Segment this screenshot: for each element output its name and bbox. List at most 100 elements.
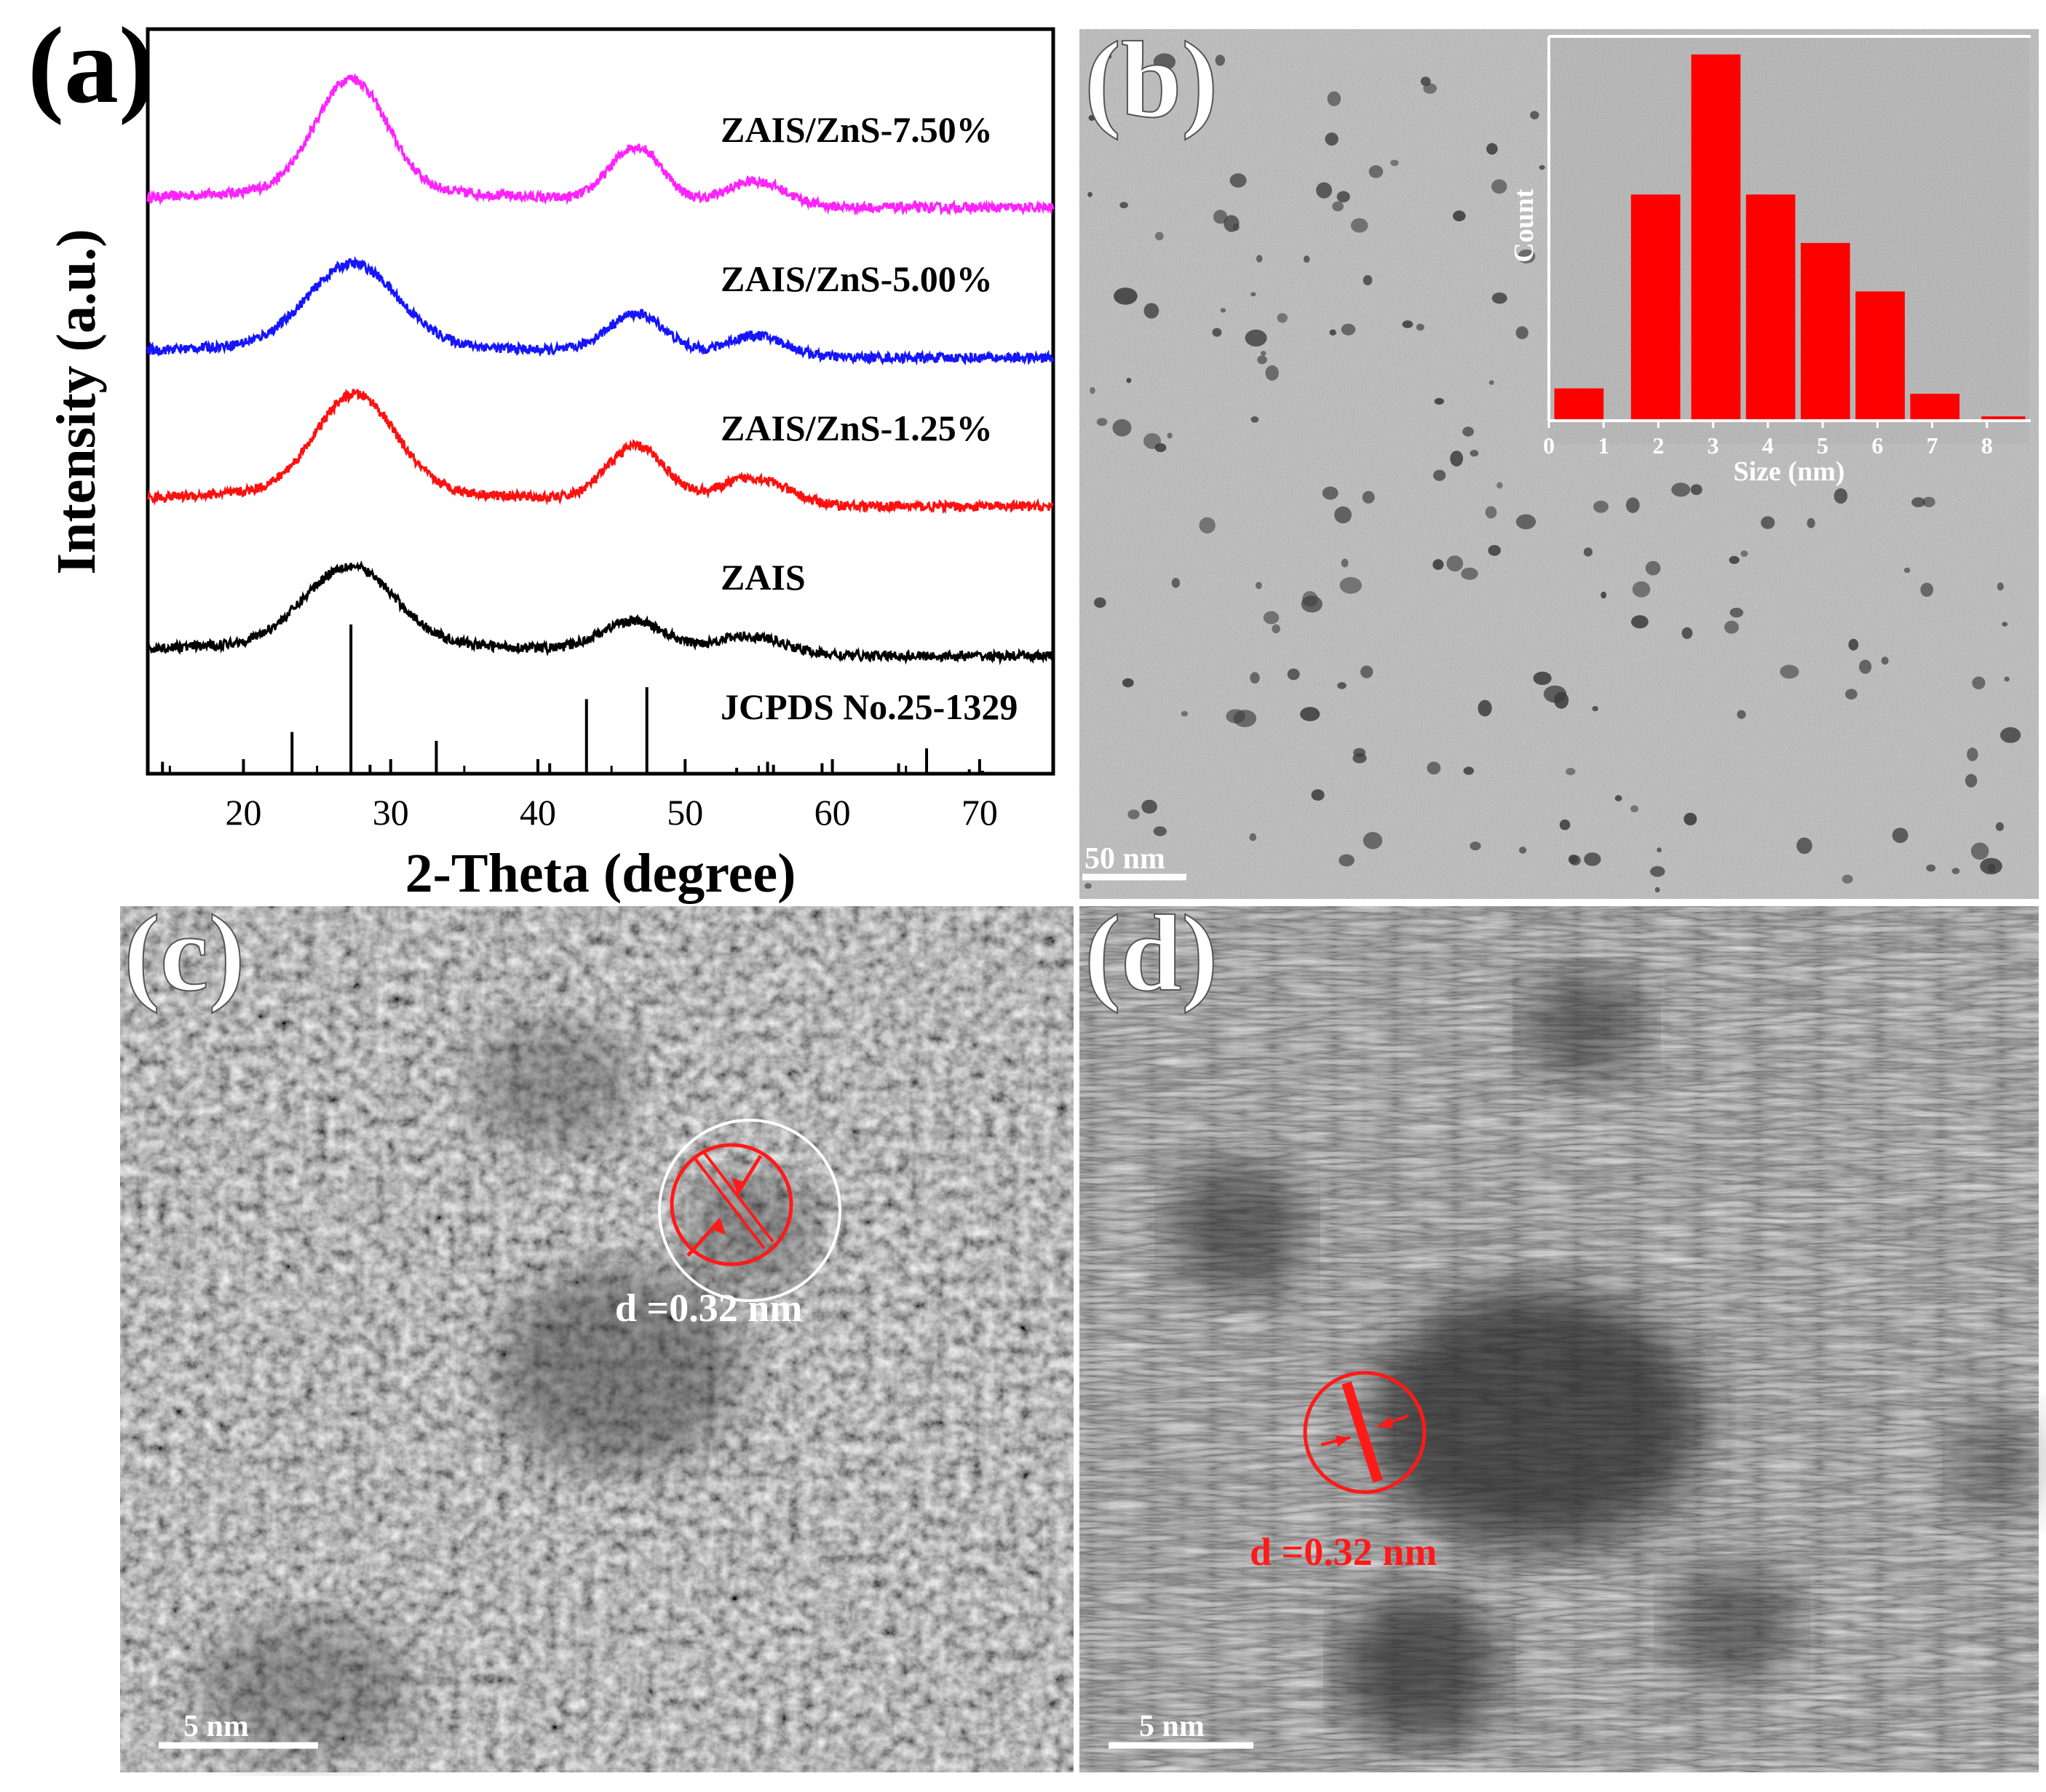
highlight-circle-white bbox=[658, 1119, 841, 1302]
tem-nanoparticle bbox=[1533, 671, 1552, 686]
tem-nanoparticle bbox=[1301, 595, 1323, 613]
tem-nanoparticle bbox=[1488, 544, 1501, 556]
histogram-bar bbox=[1981, 416, 2026, 421]
xrd-x-tick-label: 40 bbox=[520, 792, 556, 833]
tem-nanoparticle bbox=[1095, 112, 1103, 119]
hrtem-d-particle bbox=[1368, 1288, 1703, 1550]
tem-nanoparticle bbox=[1272, 624, 1280, 634]
tem-nanoparticle bbox=[1951, 868, 1960, 874]
tem-nanoparticle bbox=[1287, 668, 1300, 681]
tem-nanoparticle bbox=[1650, 865, 1665, 877]
hrtem-c-scalebar-label: 5 nm bbox=[183, 1710, 249, 1743]
tem-nanoparticle bbox=[1995, 822, 2005, 831]
tem-nanoparticles bbox=[1085, 53, 2021, 893]
histogram-x-tick-label: 3 bbox=[1708, 432, 1719, 459]
tem-nanoparticle bbox=[1250, 672, 1260, 684]
tem-nanoparticle bbox=[1085, 883, 1092, 889]
tem-nanoparticle bbox=[1434, 397, 1444, 405]
tem-nanoparticle bbox=[2002, 622, 2008, 627]
tem-nanoparticle bbox=[1088, 115, 1095, 121]
tem-nanoparticle bbox=[1566, 768, 1576, 775]
xrd-series-group bbox=[146, 72, 1055, 666]
tem-nanoparticle bbox=[1311, 789, 1325, 801]
tem-nanoparticle bbox=[1657, 847, 1662, 853]
tem-nanoparticle bbox=[1098, 103, 1104, 109]
tem-nanoparticle bbox=[1153, 826, 1167, 836]
tem-nanoparticle bbox=[1583, 547, 1593, 557]
tem-nanoparticle bbox=[1087, 191, 1093, 197]
tem-nanoparticle bbox=[1341, 323, 1356, 336]
tem-nanoparticle bbox=[1761, 516, 1775, 529]
xrd-series-labels: ZAIS/ZnS-7.50% ZAIS/ZnS-5.00% ZAIS/ZnS-1.2… bbox=[721, 109, 1018, 727]
tem-nanoparticle bbox=[1614, 795, 1622, 801]
tem-nanoparticle bbox=[1107, 54, 1112, 59]
tem-nanoparticle bbox=[1337, 682, 1347, 689]
xrd-series-line bbox=[146, 72, 1055, 216]
tem-nanoparticle bbox=[1654, 887, 1660, 893]
tem-nanoparticle bbox=[1965, 774, 1978, 788]
tem-nanoparticle bbox=[1926, 864, 1936, 872]
lattice-circle-red bbox=[670, 1143, 793, 1266]
histogram-bar bbox=[1691, 54, 1741, 421]
tem-nanoparticle bbox=[1141, 799, 1157, 814]
histogram-bar bbox=[1630, 194, 1681, 421]
tem-nanoparticle bbox=[2004, 676, 2010, 682]
tem-nanoparticle bbox=[1569, 855, 1581, 866]
tem-nanoparticle bbox=[1256, 582, 1262, 590]
hrtem-c-d-spacing: d =0.32 nm bbox=[615, 1286, 802, 1330]
tem-nanoparticle bbox=[1463, 766, 1475, 775]
tem-nanoparticle bbox=[1416, 323, 1424, 331]
tem-nanoparticle bbox=[1265, 365, 1279, 381]
tem-nanoparticle bbox=[1881, 657, 1889, 665]
xrd-x-tick-label: 70 bbox=[961, 792, 998, 833]
lattice-circle-red bbox=[1303, 1371, 1427, 1494]
tem-nanoparticle bbox=[1684, 812, 1697, 826]
xrd-series-line bbox=[146, 255, 1055, 366]
histogram-x-tick-label: 7 bbox=[1927, 432, 1938, 459]
tem-nanoparticle bbox=[1859, 659, 1872, 674]
tem-nanoparticle bbox=[1631, 615, 1649, 629]
tem-nanoparticle bbox=[1303, 255, 1310, 263]
tem-nanoparticle bbox=[1845, 689, 1857, 699]
hrtem-d-particle bbox=[1339, 1587, 1499, 1747]
tem-nanoparticle bbox=[1263, 611, 1280, 625]
tem-nanoparticle bbox=[1171, 578, 1181, 588]
tem-nanoparticle bbox=[1539, 164, 1545, 170]
histogram-x-axis: 0 1 2 3 4 5 6 7 8 bbox=[1543, 421, 1993, 459]
measure-arrowhead bbox=[1378, 1416, 1393, 1428]
tem-nanoparticle bbox=[1339, 576, 1363, 594]
tem-nanoparticle bbox=[1155, 231, 1164, 241]
tem-nanoparticle bbox=[1671, 483, 1691, 497]
tem-nanoparticle bbox=[1488, 380, 1494, 385]
tem-nanoparticle bbox=[1336, 191, 1350, 203]
tem-nanoparticle bbox=[1980, 857, 2002, 875]
hrtem-d-d-spacing: d =0.32 nm bbox=[1250, 1530, 1437, 1574]
tem-nanoparticle bbox=[1470, 841, 1481, 851]
tem-nanoparticle bbox=[1257, 355, 1267, 365]
histogram-bar bbox=[1554, 388, 1604, 421]
tem-nanoparticle bbox=[1154, 443, 1167, 453]
tem-nanoparticle bbox=[1199, 517, 1216, 534]
panel-b-label: (b) bbox=[1085, 20, 1218, 140]
tem-nanoparticle bbox=[1690, 484, 1702, 496]
tem-nanoparticle bbox=[1518, 249, 1536, 263]
tem-nanoparticle bbox=[1352, 753, 1367, 764]
histogram-x-tick-label: 5 bbox=[1817, 432, 1828, 459]
tem-nanoparticle bbox=[1737, 710, 1746, 719]
tem-nanoparticle bbox=[1212, 328, 1222, 337]
panel-b-tem-image: (b) 50 nm 0 1 2 3 4 5 6 7 8 Size (nm) Count bbox=[1079, 19, 2039, 899]
panel-a-xrd-chart: (a) 20 30 40 50 60 70 ZAIS/ZnS-7.50%ZAIS/ZnS-… bbox=[28, 5, 1055, 904]
tem-nanoparticle bbox=[1229, 173, 1247, 188]
tem-nanoparticle bbox=[1249, 833, 1257, 841]
xrd-series-line bbox=[146, 388, 1055, 515]
tem-nanoparticle bbox=[1300, 707, 1320, 721]
xrd-y-axis-label: Intensity (a.u.) bbox=[46, 229, 107, 574]
xrd-series-label: ZAIS/ZnS-7.50% bbox=[721, 109, 993, 150]
tem-nanoparticle bbox=[1213, 210, 1228, 224]
tem-nanoparticle bbox=[1462, 427, 1474, 437]
tem-nanoparticle bbox=[1232, 223, 1240, 231]
histogram-x-tick-label: 6 bbox=[1871, 432, 1883, 459]
tem-nanoparticle bbox=[1329, 329, 1336, 336]
hrtem-d-particle bbox=[1525, 968, 1649, 1085]
